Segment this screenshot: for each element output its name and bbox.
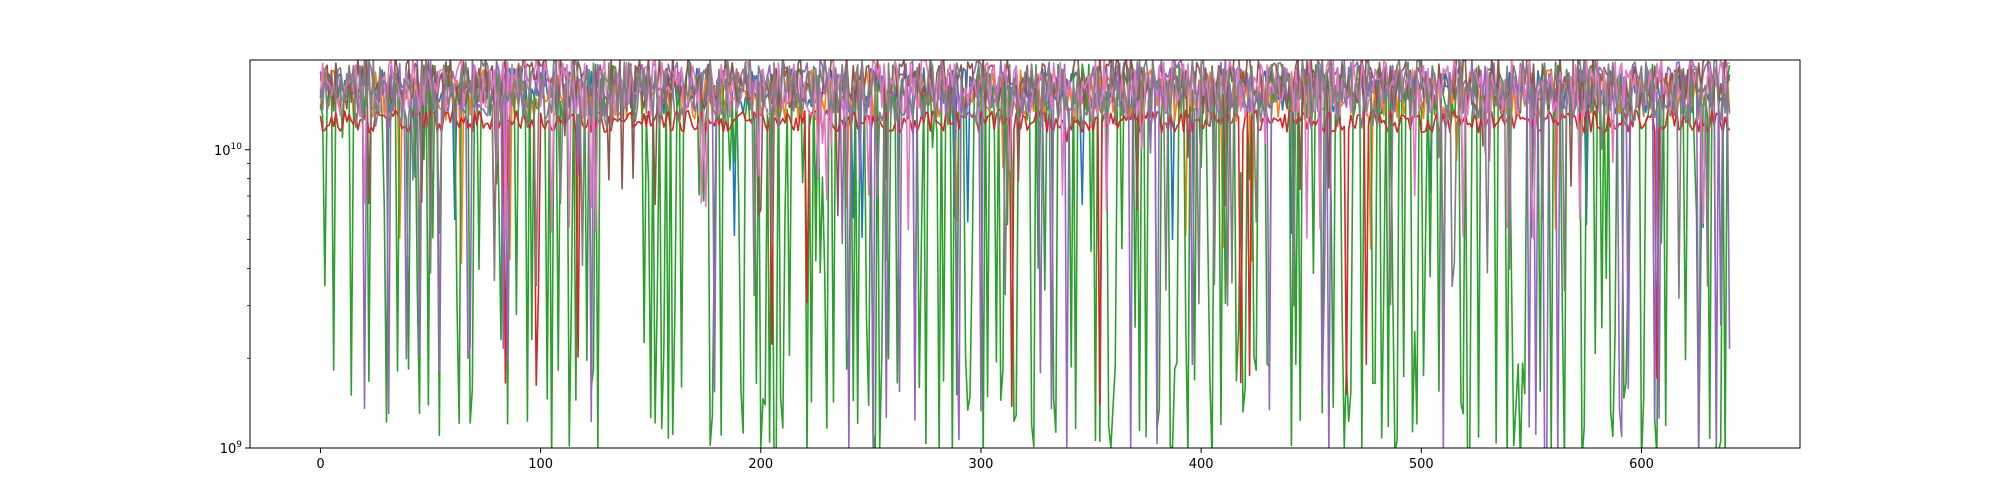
y-axis: 109 1010 (214, 142, 250, 457)
x-tick-label: 200 (748, 457, 773, 472)
x-tick-label: 500 (1409, 457, 1434, 472)
plot-frame (249, 59, 1801, 449)
x-tick-label: 0 (316, 457, 324, 472)
x-tick-label: 300 (969, 457, 994, 472)
series-line-4 (319, 109, 1731, 408)
y-tick-label: 109 (220, 440, 243, 457)
y-tick-label: 1010 (214, 142, 242, 159)
x-tick-label: 100 (528, 457, 553, 472)
x-axis: 0 100 200 300 400 500 600 (316, 448, 1654, 472)
x-tick-label: 400 (1189, 457, 1214, 472)
x-tick-label: 600 (1629, 457, 1654, 472)
